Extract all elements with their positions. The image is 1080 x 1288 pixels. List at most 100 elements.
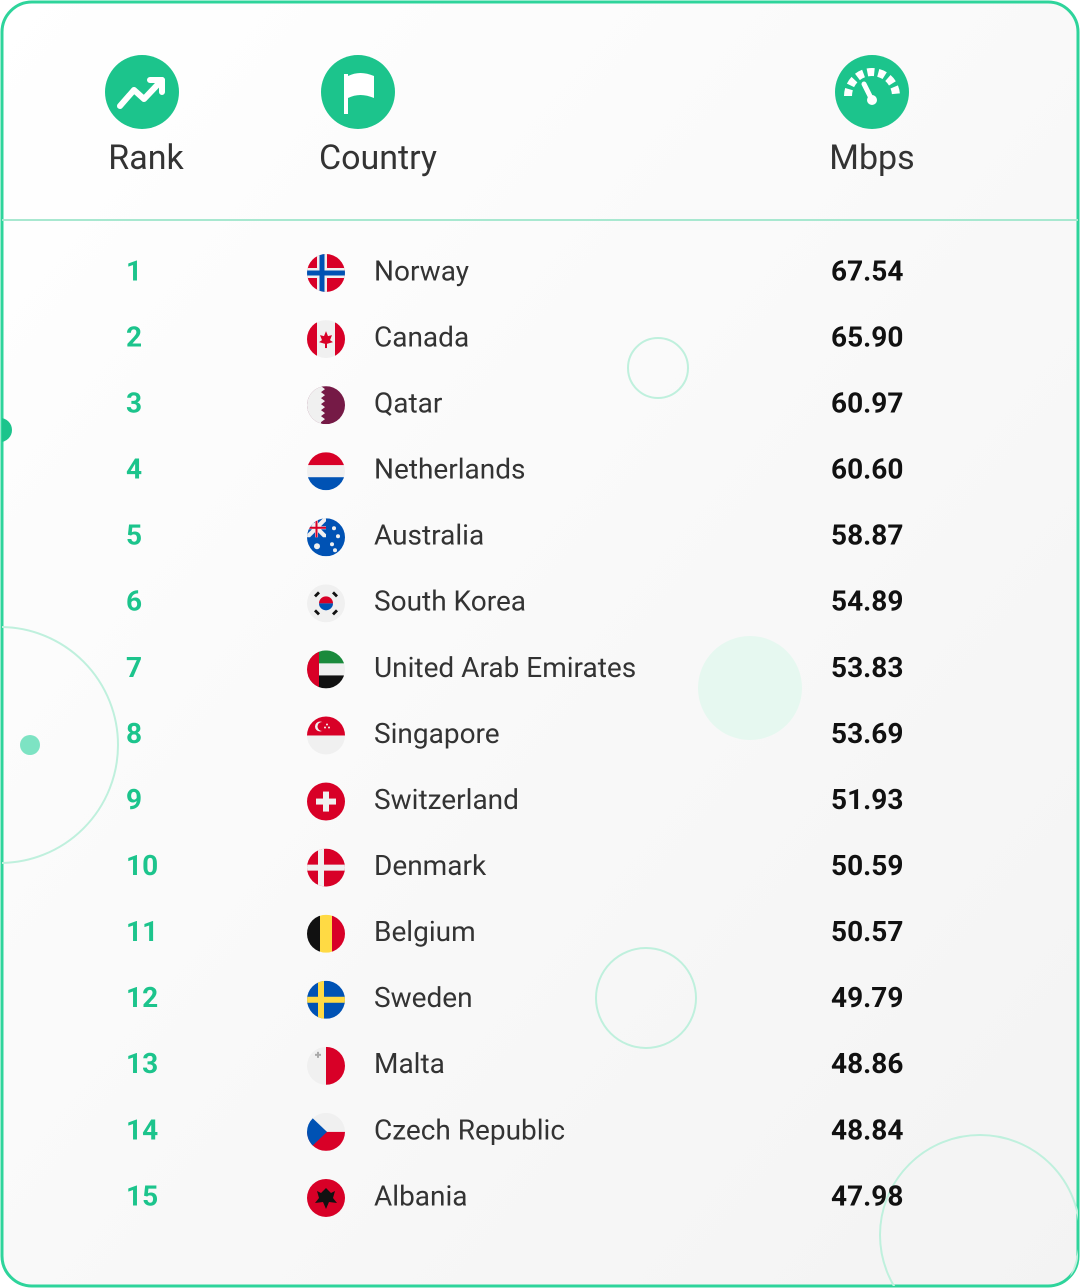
country-flag <box>307 254 345 292</box>
flag-shape <box>314 609 320 616</box>
country-flag <box>307 1178 345 1217</box>
flag-shape <box>307 270 345 276</box>
speed-mbps: 50.59 <box>831 849 903 882</box>
country-flag <box>307 914 345 953</box>
rank: 8 <box>126 717 142 750</box>
speed-mbps: 51.93 <box>831 783 903 816</box>
table-row: 13 Malta 48.86 <box>126 1046 903 1085</box>
table-row: 5 Australia 58.87 <box>126 518 903 557</box>
flag-shape <box>315 1187 337 1209</box>
country-name: Netherlands <box>374 453 525 486</box>
country-flag <box>307 320 345 359</box>
rank: 11 <box>126 915 158 948</box>
country-name: Sweden <box>374 981 473 1014</box>
rank: 7 <box>126 651 142 684</box>
flag-shape <box>336 534 340 539</box>
speed-mbps: 48.86 <box>831 1047 903 1080</box>
speed-mbps: 65.90 <box>831 320 903 353</box>
rank: 14 <box>126 1113 158 1146</box>
speed-mbps: 60.60 <box>831 453 903 486</box>
flag-shape <box>326 723 328 726</box>
flag-shape <box>307 914 320 953</box>
decor-circle <box>698 636 802 740</box>
column-header: Rank <box>108 138 184 178</box>
flag-shape <box>314 591 320 598</box>
country-flag <box>307 386 345 425</box>
speed-mbps: 54.89 <box>831 585 903 618</box>
flag-shape <box>328 726 330 729</box>
country-flag <box>307 848 345 887</box>
rank: 5 <box>126 519 142 552</box>
table-row: 4 Netherlands 60.60 <box>126 452 903 491</box>
rank: 4 <box>126 453 142 486</box>
rank: 3 <box>126 387 142 420</box>
rank: 6 <box>126 585 142 618</box>
country-name: Qatar <box>374 387 443 420</box>
country-name: United Arab Emirates <box>374 651 636 684</box>
flag-shape <box>335 320 345 359</box>
mbps-icon <box>835 55 909 129</box>
table-row: 8 Singapore 53.69 <box>126 716 903 755</box>
table-row: 14 Czech Republic 48.84 <box>126 1112 903 1151</box>
flag-shape <box>332 526 336 531</box>
country-name: Switzerland <box>374 783 519 816</box>
country-flag <box>307 650 345 689</box>
flag-shape <box>316 798 336 805</box>
rank: 13 <box>126 1047 158 1080</box>
rank-icon <box>105 55 179 129</box>
rank: 10 <box>126 849 158 882</box>
flag-shape <box>326 1046 345 1085</box>
table-row: 6 South Korea 54.89 <box>126 584 903 623</box>
flag-shape <box>307 650 319 689</box>
flag-shape <box>319 596 333 604</box>
decor-dot <box>2 418 12 442</box>
flag-shape <box>314 543 320 550</box>
country-name: Albania <box>374 1179 468 1212</box>
flag-shape <box>307 864 345 871</box>
column-header: Country <box>319 138 437 178</box>
flag-shape <box>307 996 345 1003</box>
decorations <box>2 337 1078 1286</box>
table-row: 1 Norway 67.54 <box>126 254 903 292</box>
country-icon <box>321 55 395 129</box>
country-flag <box>307 1046 345 1085</box>
country-flag <box>307 518 345 557</box>
country-flag <box>307 980 345 1019</box>
table-row: 7 United Arab Emirates 53.83 <box>126 650 903 689</box>
country-flag <box>307 452 345 491</box>
table-row: 12 Sweden 49.79 <box>126 980 903 1019</box>
flag-shape <box>307 1112 327 1151</box>
country-flag <box>307 782 345 821</box>
country-flag <box>307 1112 345 1151</box>
speed-mbps: 60.97 <box>831 387 903 420</box>
speed-mbps: 67.54 <box>831 254 903 287</box>
rank: 15 <box>126 1179 158 1212</box>
speed-mbps: 58.87 <box>831 519 903 552</box>
flag-shape <box>332 591 338 598</box>
flag-shape <box>315 518 318 538</box>
flag-shape <box>317 721 327 731</box>
country-flag <box>307 716 345 755</box>
country-name: Malta <box>374 1047 445 1080</box>
flag-shape <box>307 320 317 359</box>
speed-mbps: 48.84 <box>831 1113 903 1146</box>
table-row: 3 Qatar 60.97 <box>126 386 903 425</box>
table-row: 2 Canada 65.90 <box>126 320 903 359</box>
flag-shape <box>333 548 337 553</box>
country-name: Norway <box>374 254 469 287</box>
flag-shape <box>307 735 345 755</box>
flag-shape <box>332 609 338 616</box>
country-name: Czech Republic <box>374 1113 565 1146</box>
decor-circle <box>879 1134 1078 1286</box>
country-name: Singapore <box>374 717 500 750</box>
table-row: 11 Belgium 50.57 <box>126 914 903 953</box>
speed-mbps: 53.83 <box>831 651 903 684</box>
flag-shape <box>307 477 345 491</box>
decor-circle <box>627 337 689 399</box>
flag-shape <box>319 603 333 611</box>
flag-shape <box>324 726 326 729</box>
speed-mbps: 50.57 <box>831 915 903 948</box>
flag-shape <box>320 914 332 953</box>
